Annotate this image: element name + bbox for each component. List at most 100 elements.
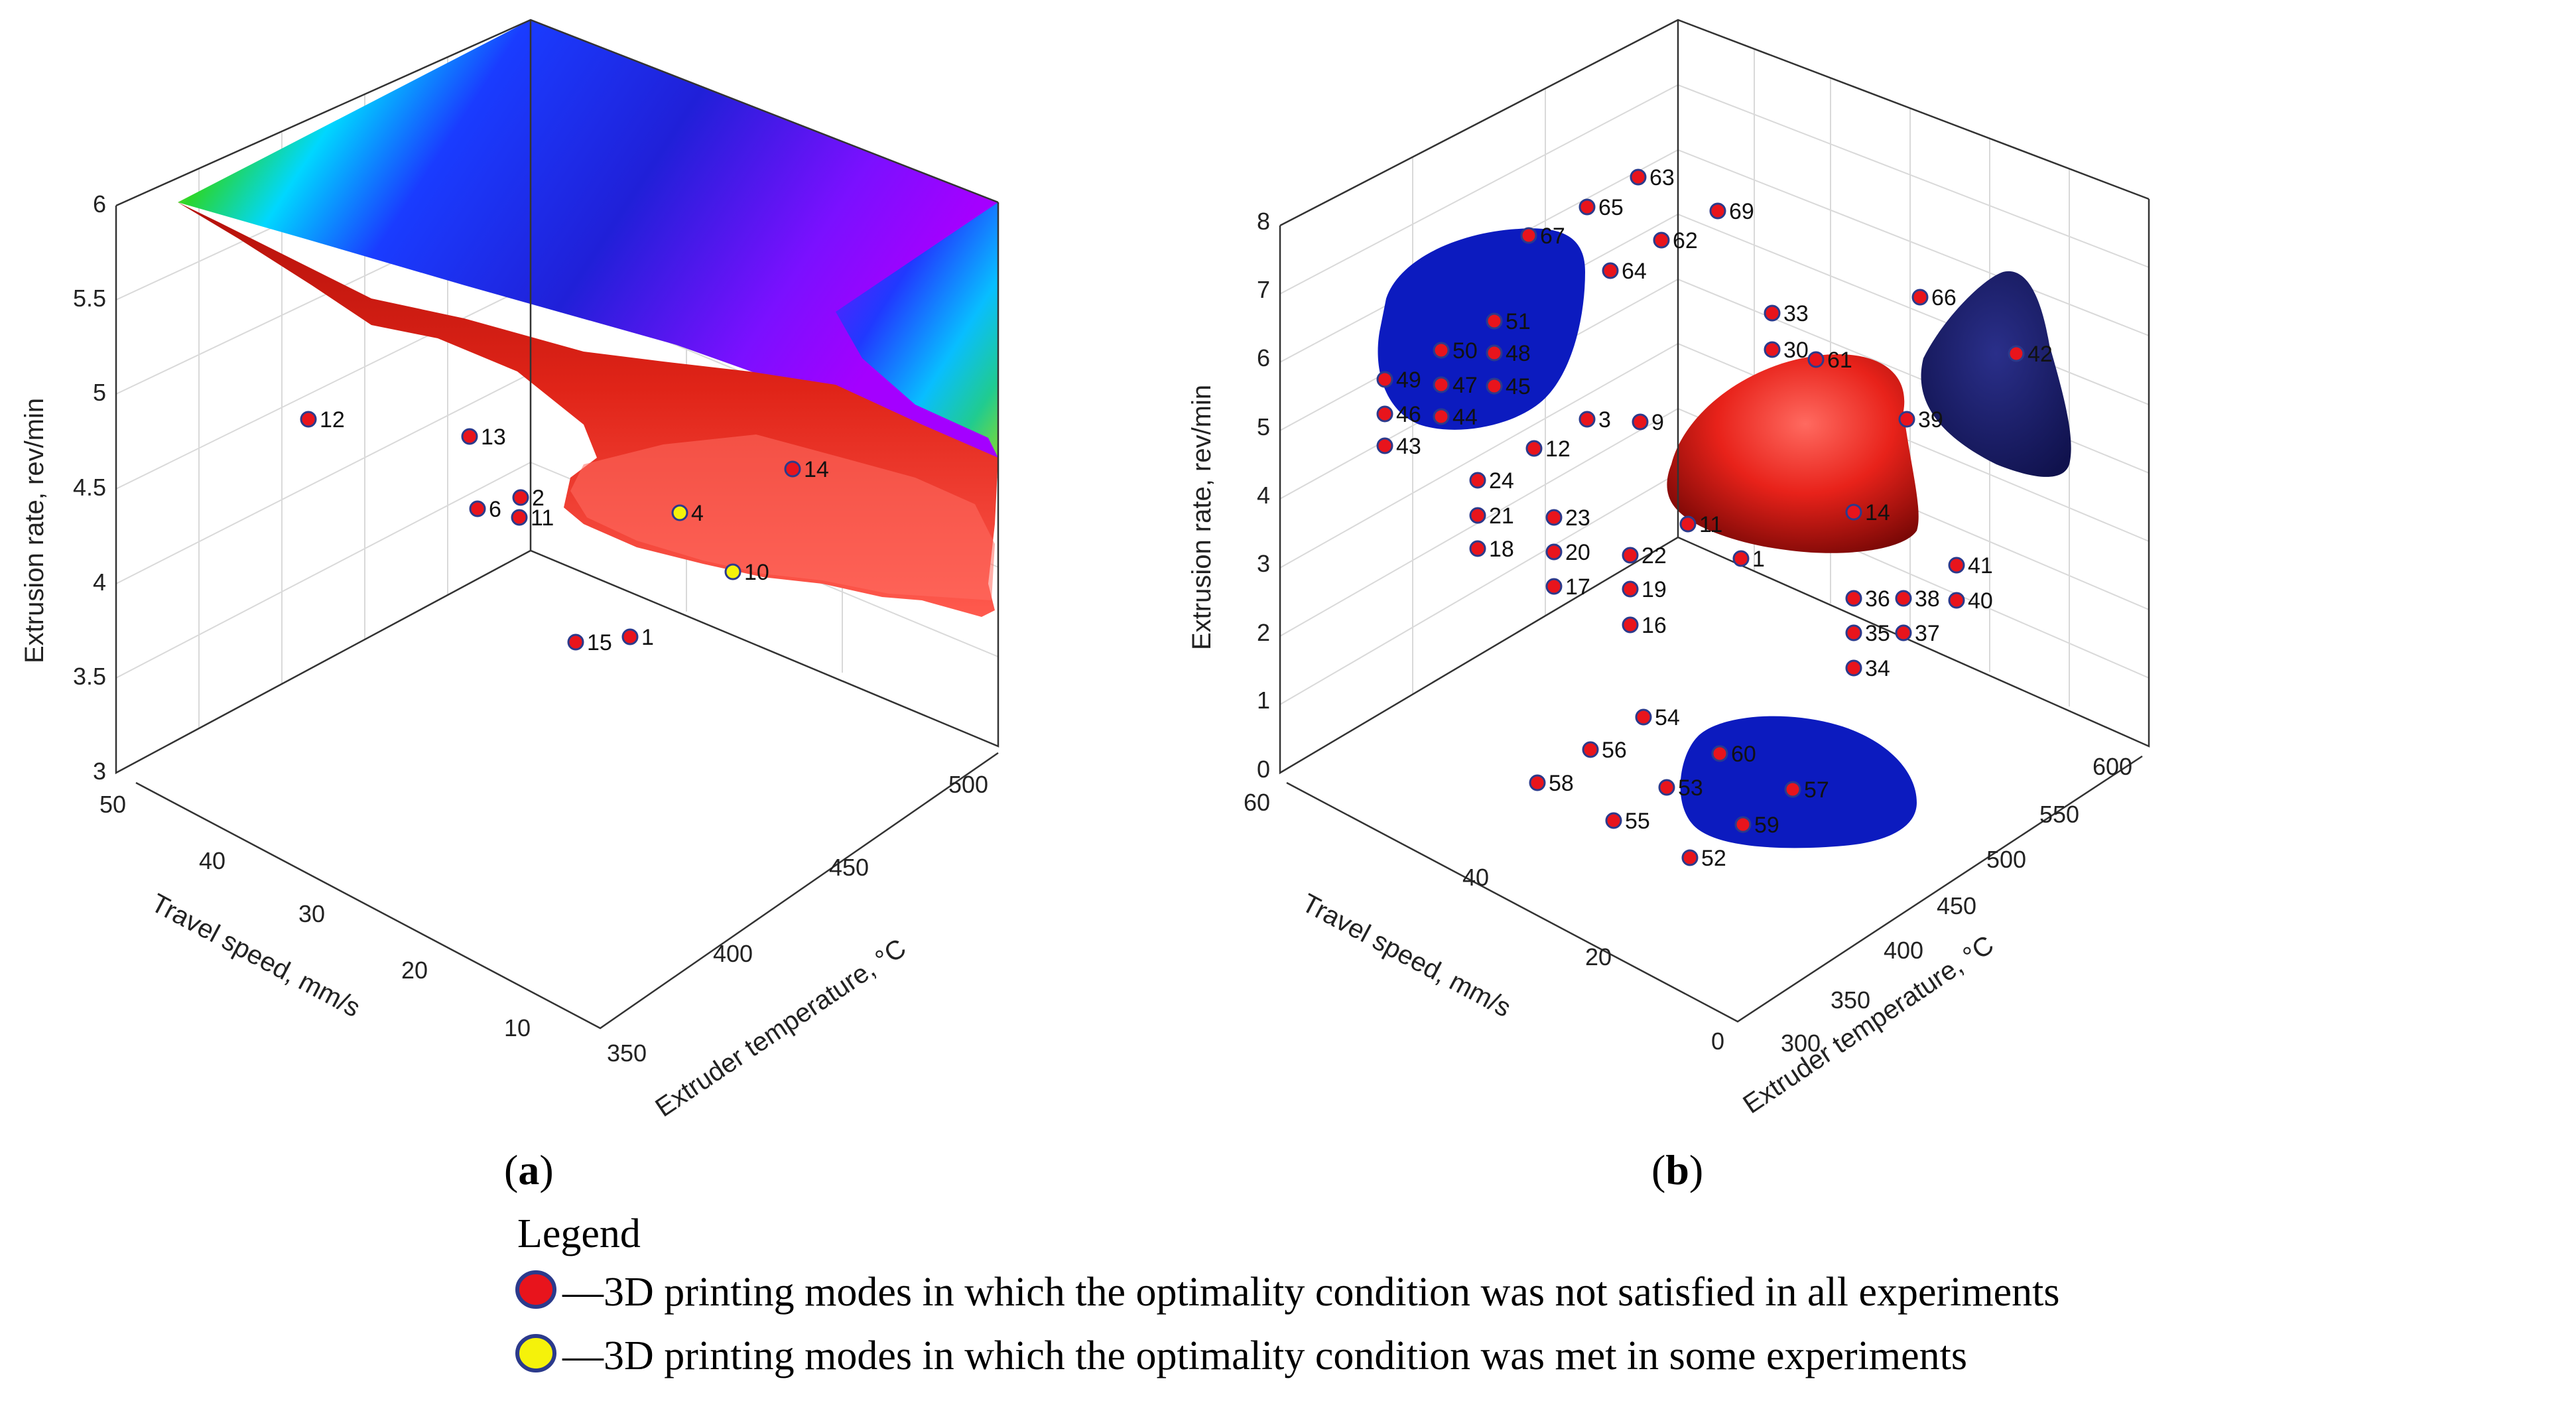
panel-a-x-tick: 20 (401, 957, 428, 984)
panel-b-point-label: 35 (1865, 621, 1890, 646)
panel-b-x-ticks: 0 20 40 60 (1244, 789, 1724, 1055)
panel-a-point-label: 11 (531, 505, 554, 531)
panel-b-point-marker (1948, 592, 1965, 609)
panel-b-point-label: 19 (1642, 577, 1667, 602)
panel-b-point-label: 39 (1918, 407, 1943, 433)
panel-b-z-tick: 8 (1257, 208, 1270, 235)
panel-b-point-marker (1486, 312, 1503, 330)
panel-b-point-label: 61 (1827, 348, 1852, 373)
panel-a-point-label: 10 (744, 560, 769, 585)
legend: Legend —3D printing modes in which the o… (515, 1211, 2060, 1378)
panel-a-axes (115, 19, 999, 1030)
panel-b-point-marker (1681, 849, 1699, 866)
panel-a-point-label: 4 (691, 501, 704, 526)
panel-b-z-tick: 3 (1257, 550, 1270, 577)
panel-b-point-marker (1486, 377, 1503, 395)
panel-b-point-marker (1630, 168, 1647, 186)
panel-b-point-marker (1578, 198, 1596, 216)
panel-b-point-marker (1658, 779, 1675, 796)
panel-a-point-marker (567, 634, 584, 651)
panel-a-y-tick: 350 (607, 1039, 647, 1067)
panel-b-point-marker (1520, 227, 1537, 244)
panel-b-right-projection (1921, 271, 2071, 477)
panel-b-point-marker (1898, 411, 1915, 428)
panel-a-point-marker (512, 489, 529, 506)
panel-b-point-marker (1605, 812, 1622, 829)
panel-b-y-tick: 350 (1831, 986, 1870, 1014)
panel-b-point-marker (1845, 659, 1862, 677)
panel-a-point-label: 14 (804, 457, 829, 482)
panel-a-point-marker (784, 460, 801, 478)
panel-b-point-label: 22 (1642, 543, 1667, 568)
panel-b-point-marker (1582, 741, 1599, 758)
panel-b-x-tick: 20 (1585, 943, 1612, 970)
panel-b-point-marker (1469, 507, 1486, 524)
panel-b-point-marker (1622, 616, 1639, 634)
panel-a-point-marker (469, 500, 486, 517)
panel-b-point-label: 9 (1651, 410, 1664, 435)
panel-a-x-tick: 50 (99, 791, 126, 818)
panel-b-point-label: 66 (1931, 285, 1957, 310)
panel-b-point-label: 58 (1549, 771, 1574, 796)
panel-b-point-marker (1545, 509, 1563, 526)
panel-a-zlabel: Extrusion rate, rev/min (20, 398, 49, 663)
panel-b-red-region (1667, 354, 1919, 553)
panel-b-x-tick: 0 (1711, 1028, 1724, 1055)
panel-b-point-marker (1679, 515, 1697, 533)
panel-b-point-marker (1376, 371, 1393, 388)
panel-a-point-label: 15 (587, 630, 612, 655)
panel-a-point-label: 2 (532, 486, 545, 511)
panel-b-point-marker (1635, 708, 1652, 726)
panel-b-z-tick: 7 (1257, 276, 1270, 303)
panel-b-point-marker (1845, 624, 1862, 641)
panel-b-point-marker (1845, 503, 1862, 521)
panel-b-point-label: 33 (1783, 301, 1809, 326)
panel-b-ylabel: Extruder temperature, °C (1738, 930, 1999, 1119)
panel-b-point-label: 49 (1396, 367, 1421, 393)
panel-a-point-marker (671, 504, 688, 521)
panel-b-point-label: 40 (1968, 588, 1993, 614)
panel-b-y-tick: 600 (2093, 753, 2132, 780)
panel-b-point-label: 57 (1804, 777, 1829, 803)
panel-b-point-marker (1807, 351, 1825, 368)
panel-b-point-marker (1622, 547, 1639, 564)
panel-b-point-label: 69 (1729, 199, 1754, 224)
panel-b-point-marker (1433, 408, 1450, 425)
panel-b-point-marker (1433, 342, 1450, 359)
panel-b-point-label: 37 (1915, 621, 1940, 646)
panel-b-z-tick: 1 (1257, 687, 1270, 714)
panel-b-point-label: 60 (1731, 742, 1756, 767)
panel-b-point-label: 23 (1565, 505, 1590, 531)
panel-a-point-label: 6 (489, 497, 501, 522)
panel-b-point-marker (1653, 232, 1670, 249)
panel-b-z-tick: 4 (1257, 482, 1270, 509)
panel-a-z-ticks: 3 3.5 4 4.5 5 5.5 6 (73, 190, 106, 785)
panel-a-top-surface (178, 20, 998, 458)
panel-b-point-marker (2008, 345, 2025, 362)
panel-b-point-marker (1433, 376, 1450, 393)
panel-b-z-tick: 0 (1257, 756, 1270, 783)
panel-b-point-label: 20 (1565, 540, 1590, 565)
panel-b-point-marker (1948, 557, 1965, 574)
legend-marker-red (515, 1270, 556, 1309)
panel-b-point-label: 17 (1565, 574, 1590, 600)
panel-a-caption: (a) (504, 1146, 554, 1193)
panel-b-point-marker (1764, 304, 1781, 322)
panel-b-point-marker (1895, 590, 1912, 607)
panel-b-point-marker (1376, 405, 1393, 423)
panel-b-x-tick: 60 (1244, 789, 1270, 816)
legend-item-met: —3D printing modes in which the optimali… (562, 1333, 1967, 1378)
panel-b-point-marker (1764, 341, 1781, 358)
panel-b-point-label: 50 (1452, 338, 1478, 364)
legend-title: Legend (517, 1211, 641, 1256)
panel-b-point-marker (1578, 411, 1596, 428)
panel-b-point-label: 44 (1452, 405, 1478, 430)
panel-b-point-marker (1469, 472, 1486, 489)
panel-b-point-label: 30 (1783, 338, 1809, 363)
panel-b-point-label: 43 (1396, 434, 1421, 459)
panel-a-plot: 3 3.5 4 4.5 5 5.5 6 10 20 30 40 50 350 400 450 500 Ex… (20, 19, 999, 1122)
panel-a-point-marker (461, 428, 478, 445)
panel-b-point-label: 53 (1678, 775, 1703, 801)
